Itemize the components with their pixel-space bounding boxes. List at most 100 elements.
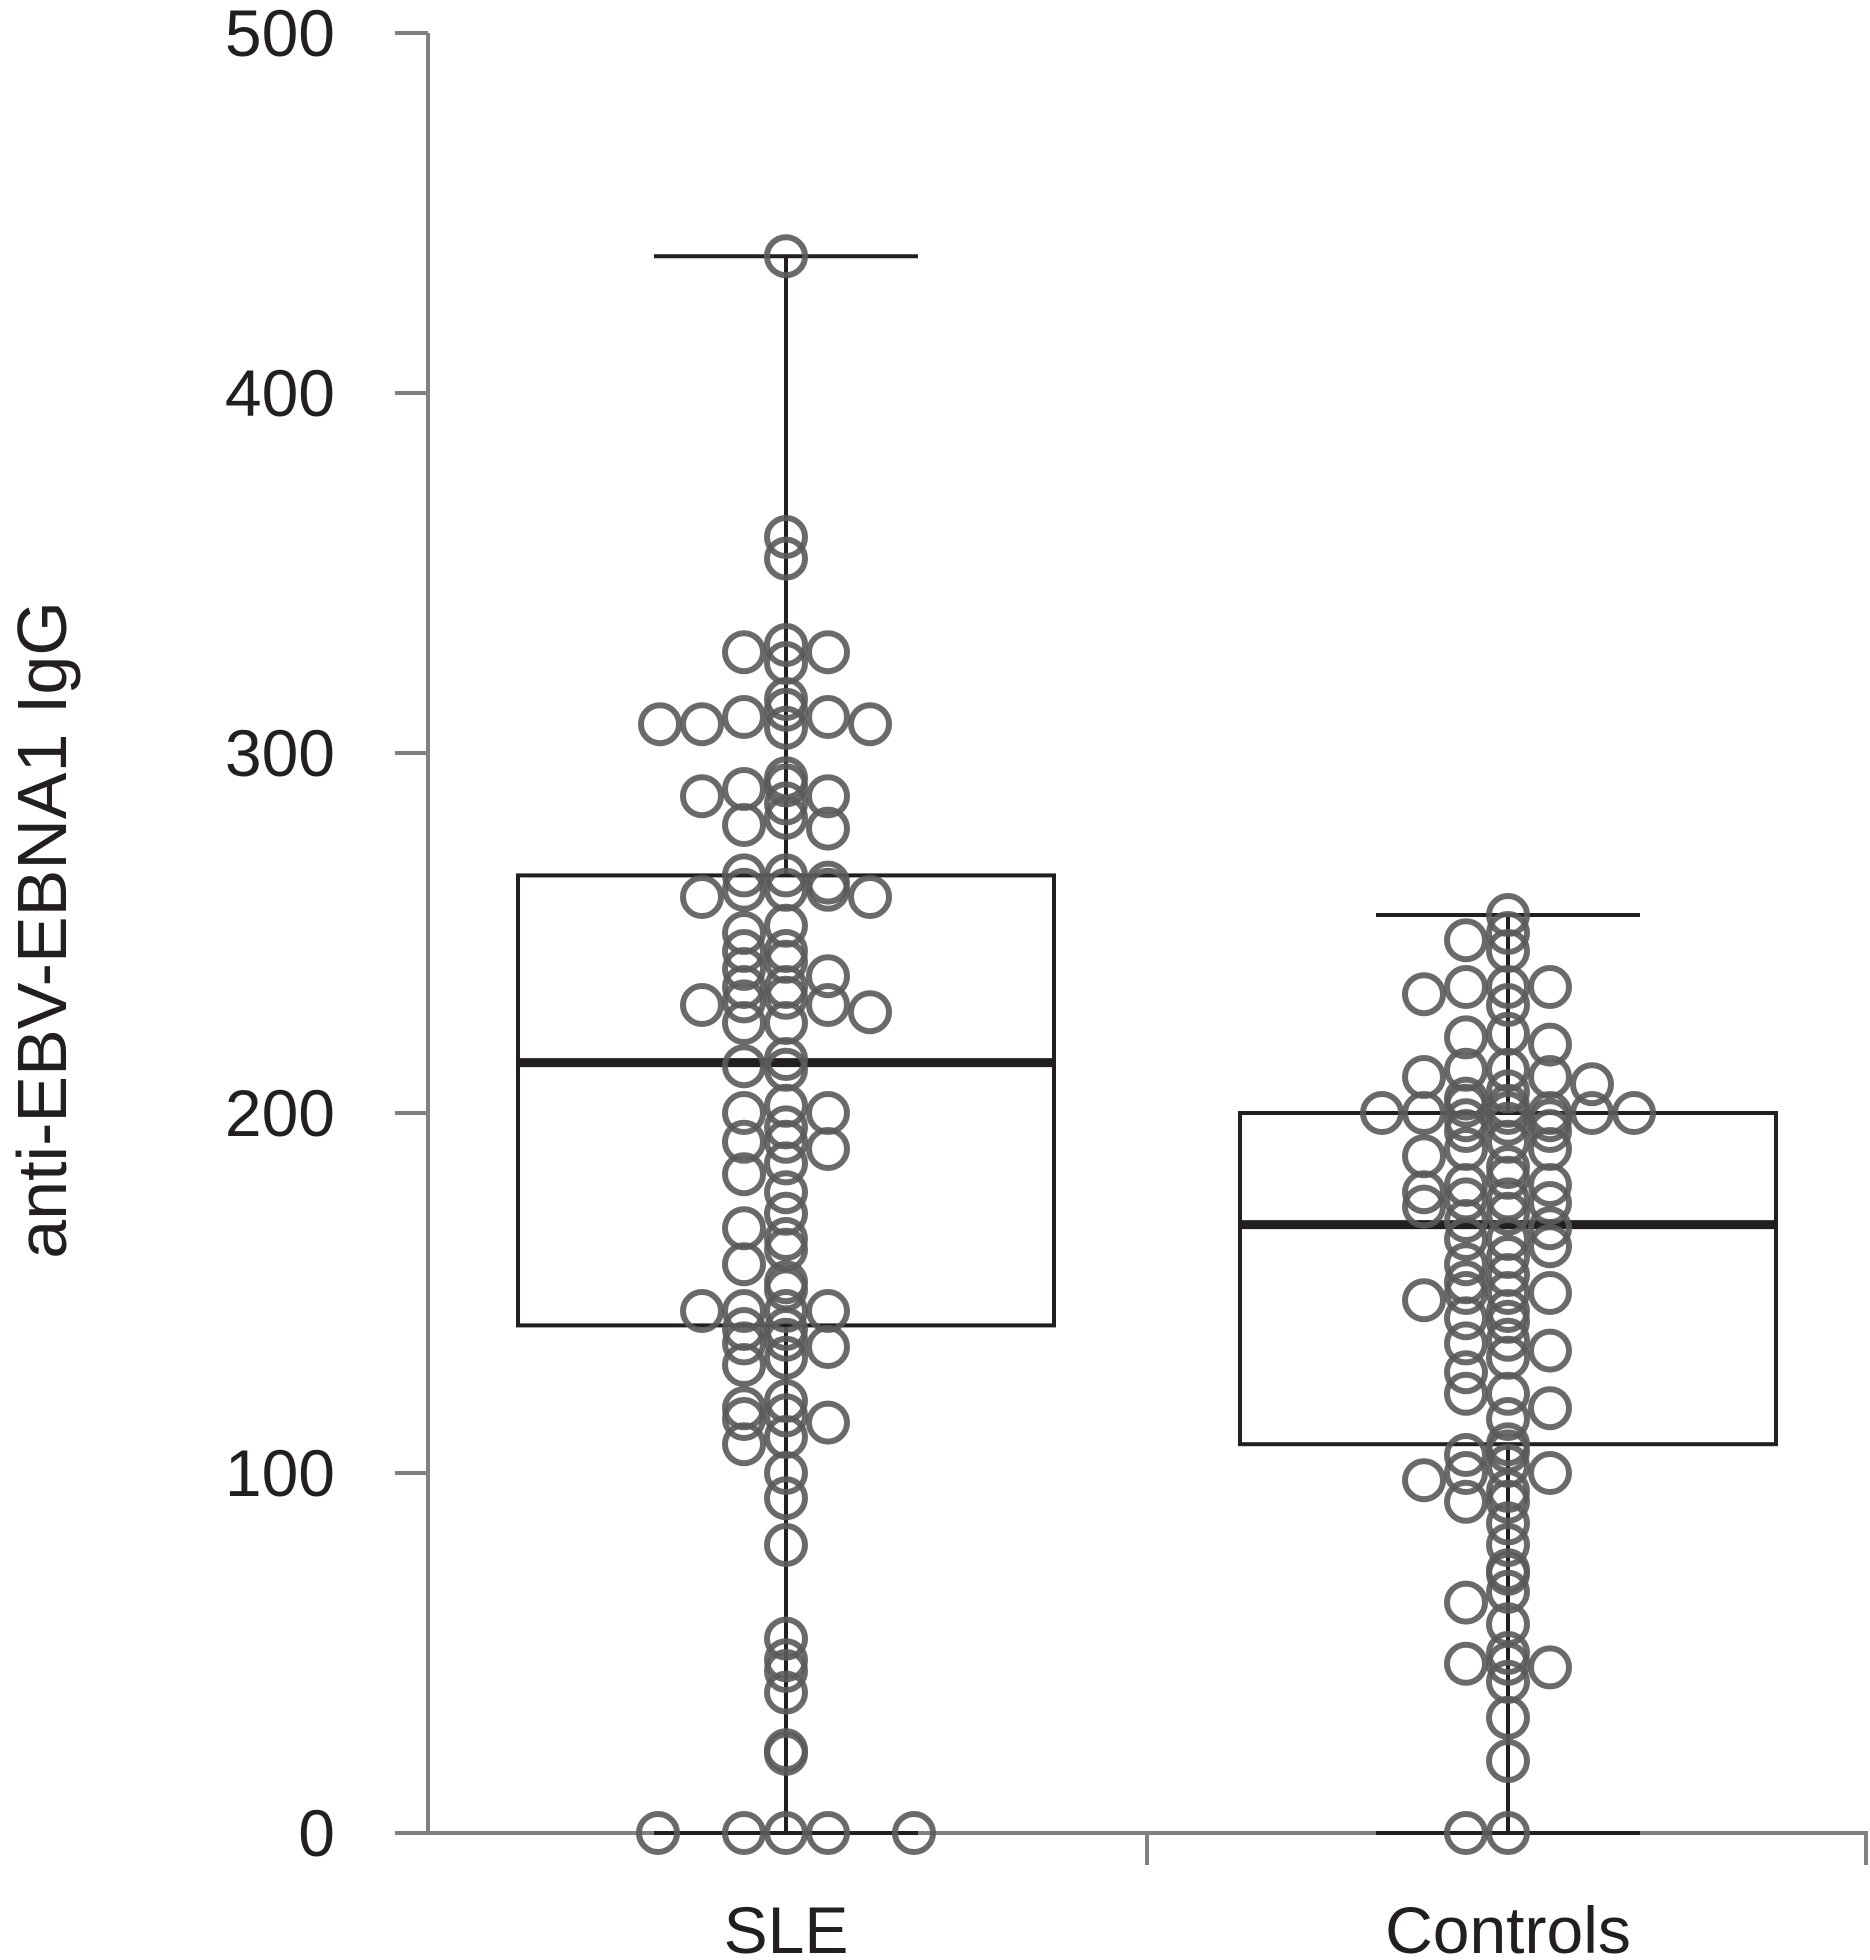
data-point-controls <box>1570 1062 1614 1107</box>
data-point-sle <box>722 630 766 675</box>
data-point-sle <box>722 1343 766 1387</box>
data-point-sle <box>806 630 850 675</box>
data-point-controls <box>1444 1580 1488 1625</box>
x-category-label: Controls <box>1385 1893 1631 1955</box>
data-point-sle <box>806 1127 850 1171</box>
data-point-sle <box>848 875 892 919</box>
data-point-sle <box>722 1044 766 1089</box>
data-point-sle <box>638 702 682 747</box>
data-point-controls <box>1402 1091 1446 1135</box>
data-point-controls <box>1528 1206 1572 1251</box>
data-point-sle <box>764 623 808 667</box>
data-point-controls <box>1486 911 1530 955</box>
data-point-controls <box>1528 1328 1572 1373</box>
data-point-sle <box>722 1811 766 1855</box>
data-point-controls <box>1444 1350 1488 1395</box>
data-point-controls <box>1528 1645 1572 1690</box>
x-category-label: SLE <box>724 1893 849 1955</box>
data-point-sle <box>722 1001 766 1045</box>
data-point-sle <box>722 1397 766 1441</box>
data-point-controls <box>1486 1501 1530 1546</box>
data-point-sle <box>806 954 850 999</box>
data-point-controls <box>1528 1181 1572 1225</box>
data-point-controls <box>1528 1109 1572 1153</box>
data-point-sle <box>722 1152 766 1197</box>
data-point-sle <box>806 983 850 1027</box>
data-point-sle <box>680 983 724 1027</box>
data-point-sle <box>722 1206 766 1251</box>
data-point-sle <box>722 1289 766 1333</box>
data-point-controls <box>1570 1091 1614 1135</box>
data-point-sle <box>764 1811 808 1855</box>
data-point-sle <box>764 781 808 826</box>
data-point-controls <box>1486 1695 1530 1740</box>
data-point-controls <box>1486 1371 1530 1416</box>
data-point-controls <box>1402 1055 1446 1099</box>
data-point-controls <box>1528 965 1572 1009</box>
data-point-sle <box>764 1001 808 1045</box>
data-point-controls <box>1402 1278 1446 1323</box>
data-point-sle <box>764 795 808 840</box>
data-point-controls <box>1612 1091 1656 1135</box>
data-point-sle <box>806 695 850 739</box>
data-point-sle <box>722 767 766 811</box>
data-point-controls <box>1444 1321 1488 1366</box>
data-point-controls <box>1486 1523 1530 1567</box>
data-point-controls <box>1444 1199 1488 1243</box>
data-point-sle <box>722 979 766 1024</box>
data-point-sle <box>806 774 850 819</box>
data-point-controls <box>1528 1386 1572 1431</box>
data-point-sle <box>764 515 808 559</box>
data-point-sle <box>722 1321 766 1366</box>
data-point-sle <box>636 1811 680 1855</box>
data-point-controls <box>1402 1170 1446 1215</box>
data-point-sle <box>722 947 766 991</box>
data-point-controls <box>1444 1271 1488 1315</box>
data-point-sle <box>764 1731 808 1776</box>
data-point-controls <box>1444 1217 1488 1261</box>
data-point-controls <box>1486 1739 1530 1783</box>
data-point-sle <box>764 536 808 581</box>
data-point-controls <box>1444 1811 1488 1855</box>
data-point-sle <box>764 853 808 898</box>
data-point-controls <box>1444 1479 1488 1524</box>
data-point-sle <box>764 234 808 279</box>
data-point-sle <box>764 763 808 808</box>
data-point-sle <box>680 1289 724 1333</box>
data-point-sle <box>722 1242 766 1287</box>
data-point-controls <box>1444 1641 1488 1686</box>
data-point-sle <box>680 875 724 919</box>
data-point-sle <box>764 1523 808 1567</box>
data-point-sle <box>764 687 808 732</box>
y-tick-label: 300 <box>225 716 335 790</box>
box-iqr <box>516 873 1056 1328</box>
data-point-controls <box>1486 1397 1530 1441</box>
data-point-controls <box>1486 1101 1530 1146</box>
data-point-sle <box>806 1811 850 1855</box>
data-point-controls <box>1444 1451 1488 1495</box>
y-tick-label: 0 <box>298 1796 335 1870</box>
data-point-sle <box>806 1091 850 1135</box>
boxes <box>516 254 1778 1835</box>
data-point-sle <box>764 705 808 750</box>
data-point-controls <box>1486 1191 1530 1236</box>
data-point-sle <box>848 990 892 1035</box>
data-point-sle <box>722 803 766 847</box>
data-point-sle <box>680 702 724 747</box>
axes: 0 100 200 300 400 500 SLE Controls <box>225 0 1868 1960</box>
data-point-controls <box>1444 1433 1488 1477</box>
data-point-sle <box>764 1649 808 1693</box>
data-point-controls <box>1486 1641 1530 1686</box>
y-tick-label: 200 <box>225 1076 335 1150</box>
data-point-sle <box>722 867 766 912</box>
data-point-sle <box>806 1325 850 1369</box>
data-point-sle <box>722 1422 766 1467</box>
data-point-sle <box>764 1289 808 1333</box>
data-point-sle <box>722 695 766 739</box>
data-point-sle <box>806 806 850 851</box>
data-point-sle <box>764 1451 808 1495</box>
data-point-controls <box>1444 1371 1488 1416</box>
data-point-sle <box>764 1670 808 1715</box>
y-tick-label: 400 <box>225 356 335 430</box>
